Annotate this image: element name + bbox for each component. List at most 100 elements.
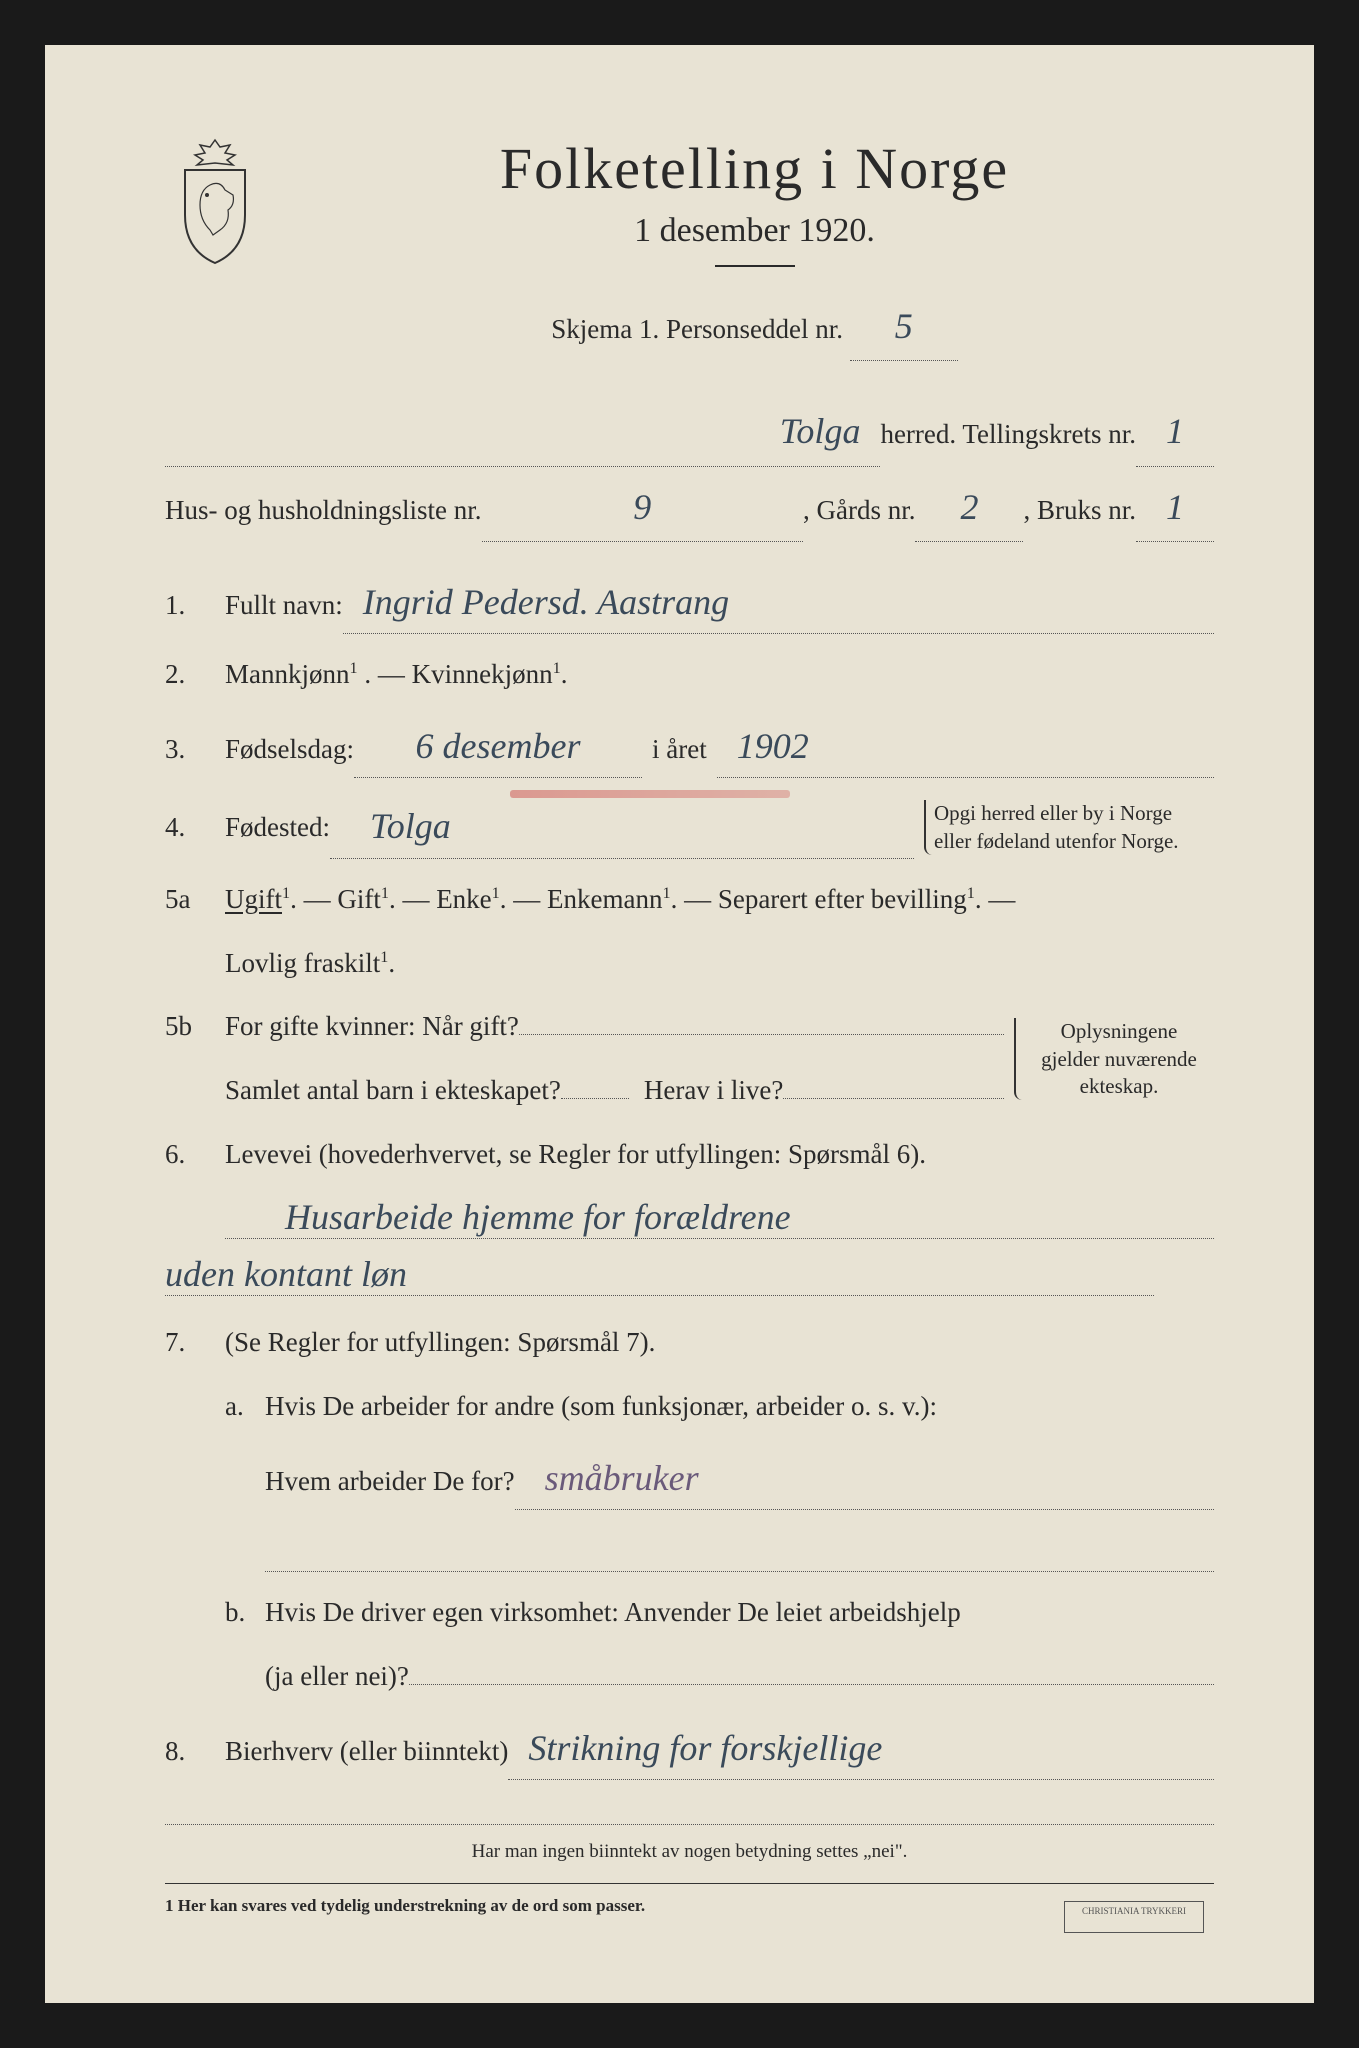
q7a-row: a. Hvis De arbeider for andre (som funks… [225,1384,1214,1572]
q7b-content: Hvis De driver egen virksomhet: Anvender… [265,1590,1214,1700]
q5a-sup2: 1 [381,884,389,902]
q2-sup2: 1 [553,659,561,677]
q2-opt2: . — Kvinnekjønn [364,659,552,689]
q5b-label-b: Samlet antal barn i ekteskapet? [225,1068,561,1114]
q5a-opt5: Separert efter bevilling [718,884,967,914]
crest-svg [165,135,265,265]
q7b-label1: Hvis De driver egen virksomhet: Anvender… [265,1597,961,1627]
q7-content: (Se Regler for utfyllingen: Spørsmål 7). [225,1320,1214,1366]
q1-num: 1. [165,583,225,629]
q7-label: (Se Regler for utfyllingen: Spørsmål 7). [225,1327,655,1357]
q5a-sup4: 1 [662,884,670,902]
q1-value: Ingrid Pedersd. Aastrang [343,572,1214,634]
header: Folketelling i Norge 1 desember 1920. Sk… [165,135,1214,367]
husliste-label: Hus- og husholdningsliste nr. [165,485,482,536]
q5a-sup1: 1 [282,884,290,902]
q5b-row: 5b For gifte kvinner: Når gift? Samlet a… [165,1004,1214,1114]
personseddel-nr-field: 5 [850,292,958,361]
q8-blank [165,1798,1214,1825]
q5b-num: 5b [165,1004,225,1050]
q5a-row: 5a Ugift1. — Gift1. — Enke1. — Enkemann1… [165,877,1214,987]
q3-num: 3. [165,727,225,773]
q4-value: Tolga [330,796,914,858]
subtitle: 1 desember 1920. [295,212,1214,250]
q4-value-text: Tolga [370,806,451,846]
q7a-value: småbruker [515,1448,1214,1510]
footnote: 1 Her kan svares ved tydelig understrekn… [165,1896,1214,1916]
q4-note-a: Opgi herred eller by i Norge [934,801,1172,825]
q8-num: 8. [165,1729,225,1775]
q4-num: 4. [165,805,225,851]
q5b-field-b [561,1098,629,1099]
q7a-num: a. [225,1384,265,1430]
husliste-field: 9 [482,473,803,542]
q7a-label1: Hvis De arbeider for andre (som funksjon… [265,1391,937,1421]
q5a-opt6: Lovlig fraskilt [225,948,380,978]
q5a-num: 5a [165,877,225,923]
q5b-field-c [783,1098,1004,1099]
q3-content: Fødselsdag: 6 desember i året 1902 [225,716,1214,778]
q7b-label2: (ja eller nei)? [265,1654,409,1700]
tellingskrets-field: 1 [1136,397,1214,466]
q8-value: Strikning for forskjellige [508,1718,1214,1780]
q5a-opt1: Ugift [225,884,282,914]
q5b-note-a: Oplysningene [1061,1019,1178,1043]
q2-row: 2. Mannkjønn1 . — Kvinnekjønn1. [165,652,1214,698]
q7a-blank [265,1528,1214,1572]
bruks-label: , Bruks nr. [1023,485,1136,536]
q6-value-a: Husarbeide hjemme for forældrene [225,1197,791,1237]
q2-opt1: Mannkjønn [225,659,350,689]
q6-value-b: uden kontant løn [165,1254,407,1294]
q5b-label-c: Herav i live? [629,1068,783,1114]
coat-of-arms [165,135,265,265]
q3-row: 3. Fødselsdag: 6 desember i året 1902 [165,716,1214,778]
q5b-field-a [519,1034,1004,1035]
q2-sup1: 1 [350,659,358,677]
red-mark [510,790,790,798]
q5a-sup5: 1 [967,884,975,902]
q4-note: Opgi herred eller by i Norge eller fødel… [924,800,1214,855]
q4-content: Fødested: Tolga Opgi herred eller by i N… [225,796,1214,858]
q7a-content: Hvis De arbeider for andre (som funksjon… [265,1384,1214,1572]
q8-content: Bierhverv (eller biinntekt) Strikning fo… [225,1718,1214,1780]
q4-label: Fødested: [225,805,330,851]
q5a-content: Ugift1. — Gift1. — Enke1. — Enkemann1. —… [225,877,1214,987]
q1-row: 1. Fullt navn: Ingrid Pedersd. Aastrang [165,572,1214,634]
q3-year: 1902 [717,716,1214,778]
q6-row: 6. Levevei (hovederhvervet, se Regler fo… [165,1132,1214,1178]
title-rule [715,265,795,267]
q7-num: 7. [165,1320,225,1366]
gaard-label: , Gårds nr. [803,485,915,536]
q5b-note: Oplysningene gjelder nuværende ekteskap. [1014,1018,1214,1100]
herred-field: Tolga [165,397,880,466]
q2-content: Mannkjønn1 . — Kvinnekjønn1. [225,652,1214,698]
q7b-row: b. Hvis De driver egen virksomhet: Anven… [225,1590,1214,1700]
q5b-note-b: gjelder nuværende [1041,1047,1197,1071]
bruks-field: 1 [1136,473,1214,542]
main-title: Folketelling i Norge [295,135,1214,202]
footer-rule [165,1883,1214,1884]
q5a-opt3: Enke [436,884,491,914]
schema-line: Skjema 1. Personseddel nr. 5 [295,292,1214,361]
q6-label: Levevei (hovederhvervet, se Regler for u… [225,1139,926,1169]
q3-mid: i året [642,727,717,773]
q3-label: Fødselsdag: [225,727,354,773]
q7a-label2: Hvem arbeider De for? [265,1459,515,1505]
footer-note: Har man ingen biinntekt av nogen betydni… [165,1841,1214,1863]
q6-num: 6. [165,1132,225,1178]
q5b-content: For gifte kvinner: Når gift? Samlet anta… [225,1004,1214,1114]
q1-label: Fullt navn: [225,583,343,629]
title-block: Folketelling i Norge 1 desember 1920. Sk… [295,135,1214,367]
q6-answer: Husarbeide hjemme for forældrene uden ko… [225,1196,1214,1296]
q2-num: 2. [165,652,225,698]
husliste-line: Hus- og husholdningsliste nr. 9 , Gårds … [165,473,1214,542]
census-form-document: Folketelling i Norge 1 desember 1920. Sk… [45,45,1314,2003]
q5a-sup3: 1 [492,884,500,902]
q4-note-b: eller fødeland utenfor Norge. [934,829,1179,853]
q5b-label-a: For gifte kvinner: Når gift? [225,1004,519,1050]
q8-label: Bierhverv (eller biinntekt) [225,1729,508,1775]
q4-row: 4. Fødested: Tolga Opgi herred eller by … [165,796,1214,858]
q5a-opt4: Enkemann [547,884,662,914]
q7b-num: b. [225,1590,265,1636]
q7-row: 7. (Se Regler for utfyllingen: Spørsmål … [165,1320,1214,1366]
